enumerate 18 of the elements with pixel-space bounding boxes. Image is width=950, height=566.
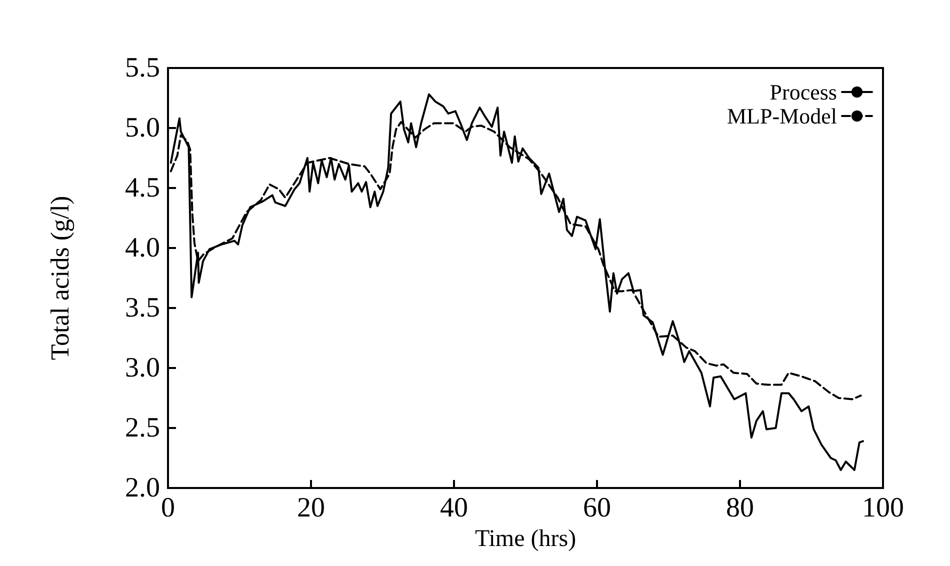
legend-label: MLP-Model — [727, 104, 837, 128]
x-tick-label: 0 — [161, 492, 175, 524]
x-tick-label: 100 — [862, 492, 904, 524]
legend-label: Process — [770, 80, 837, 104]
x-tick-label: 40 — [440, 492, 468, 524]
x-axis-title: Time (hrs) — [474, 526, 576, 552]
y-tick-label: 5.0 — [125, 112, 160, 144]
y-tick-label: 5.5 — [125, 52, 160, 84]
x-tick-label: 80 — [726, 492, 754, 524]
y-tick-label: 3.5 — [125, 292, 160, 324]
x-tick-label: 20 — [297, 492, 325, 524]
y-tick-label: 4.5 — [125, 172, 160, 204]
y-tick-label: 3.0 — [125, 352, 160, 384]
y-axis-title: Total acids (g/l) — [46, 196, 74, 360]
x-tick-label: 60 — [583, 492, 611, 524]
y-tick-label: 4.0 — [125, 232, 160, 264]
y-tick-label: 2.0 — [125, 472, 160, 504]
y-tick-label: 2.5 — [125, 412, 160, 444]
